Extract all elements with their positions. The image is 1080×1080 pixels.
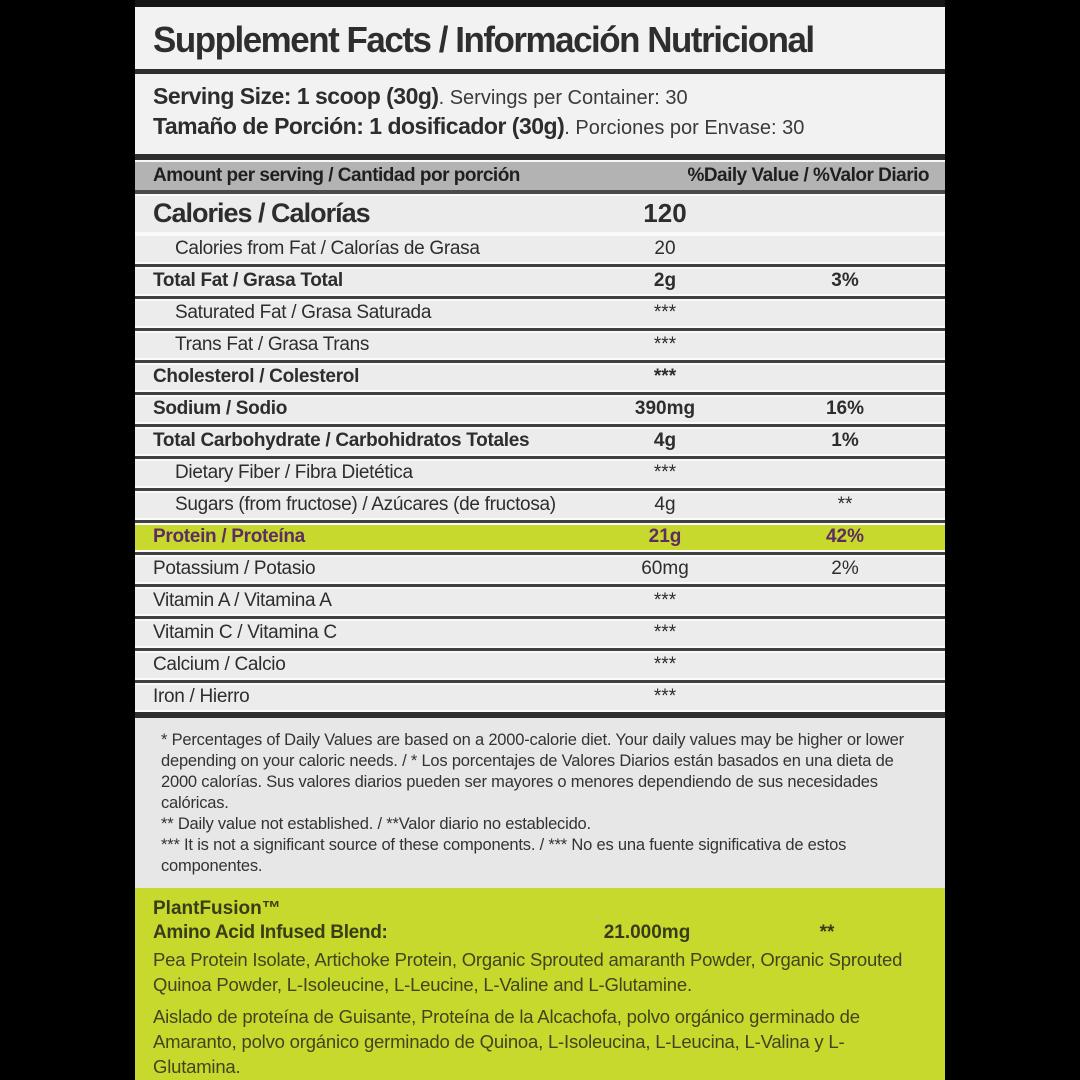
row-calories: Calories / Calorías 120	[135, 193, 945, 234]
row-dietary-fiber: Dietary Fiber / Fibra Dietética ***	[135, 458, 945, 488]
top-border	[135, 0, 945, 7]
nutrient-label: Sodium / Sodio	[153, 398, 288, 420]
nutrient-dv: 2%	[831, 558, 859, 580]
nutrient-amount: ***	[653, 654, 677, 676]
row-sodium: Sodium / Sodio 390mg 16%	[135, 394, 945, 424]
section-divider	[135, 711, 945, 718]
blend-ingredients-en: Pea Protein Isolate, Artichoke Protein, …	[153, 948, 903, 995]
nutrient-table: Calories / Calorías 120 Calories from Fa…	[135, 193, 945, 718]
nutrient-amount: 2g	[653, 270, 677, 292]
row-total-fat: Total Fat / Grasa Total 2g 3%	[135, 266, 945, 296]
title-section: Supplement Facts / Información Nutricion…	[135, 7, 945, 74]
nutrient-label: Iron / Hierro	[153, 686, 250, 708]
blend-ingredients-es: Aislado de proteína de Guisante, Proteín…	[153, 1006, 860, 1078]
nutrient-amount: ***	[653, 590, 677, 612]
blend-dv: **	[819, 921, 835, 943]
nutrient-label: Saturated Fat / Grasa Saturada	[175, 302, 432, 324]
brand-name: PlantFusion™	[153, 897, 281, 919]
nutrient-label: Vitamin C / Vitamina C	[153, 622, 337, 644]
header-amount-per-serving: Amount per serving / Cantidad por porció…	[153, 164, 520, 186]
nutrient-amount: ***	[653, 462, 677, 484]
row-divider	[135, 679, 945, 683]
serving-size-line-en: Serving Size: 1 scoop (30g). Servings pe…	[153, 82, 927, 112]
row-protein: Protein / Proteína 21g 42%	[135, 522, 945, 552]
row-divider	[135, 487, 945, 491]
nutrient-dv: 42%	[825, 526, 865, 548]
row-divider	[135, 647, 945, 651]
nutrient-amount: 20	[654, 237, 676, 259]
serving-size-line-es: Tamaño de Porción: 1 dosificador (30g). …	[153, 112, 927, 142]
nutrient-label: Calories / Calorías	[153, 198, 371, 229]
row-divider	[135, 615, 945, 619]
row-divider	[135, 359, 945, 363]
footnote-daily-values: * Percentages of Daily Values are based …	[161, 730, 904, 813]
row-potassium: Potassium / Potasio 60mg 2%	[135, 554, 945, 584]
nutrient-amount: ***	[653, 334, 677, 356]
nutrient-amount: ***	[653, 622, 677, 644]
nutrient-amount: 390mg	[634, 398, 696, 420]
footnote-not-established: ** Daily value not established. / **Valo…	[161, 815, 591, 834]
serving-section: Serving Size: 1 scoop (30g). Servings pe…	[135, 74, 945, 160]
row-total-carbohydrate: Total Carbohydrate / Carbohidratos Total…	[135, 426, 945, 456]
row-cholesterol: Cholesterol / Colesterol ***	[135, 362, 945, 392]
nutrient-dv: 16%	[825, 398, 865, 420]
serving-size-es: Tamaño de Porción: 1 dosificador (30g)	[153, 112, 565, 139]
row-divider	[135, 519, 945, 523]
nutrient-label: Dietary Fiber / Fibra Dietética	[175, 462, 413, 484]
row-sugars: Sugars (from fructose) / Azúcares (de fr…	[135, 490, 945, 520]
footnote-not-significant: *** It is not a significant source of th…	[161, 836, 847, 876]
blend-name: Amino Acid Infused Blend:	[153, 921, 388, 943]
nutrient-amount: 120	[643, 198, 687, 229]
row-divider	[135, 551, 945, 555]
nutrient-dv: 1%	[831, 430, 859, 452]
nutrient-label: Cholesterol / Colesterol	[153, 366, 360, 388]
nutrient-amount: 4g	[654, 494, 676, 516]
nutrient-label: Sugars (from fructose) / Azúcares (de fr…	[175, 494, 556, 516]
row-divider	[135, 391, 945, 395]
row-divider	[135, 455, 945, 459]
row-divider	[135, 263, 945, 267]
blend-amount: 21.000mg	[603, 921, 691, 943]
header-daily-value: %Daily Value / %Valor Diario	[687, 164, 929, 186]
nutrient-label: Calcium / Calcio	[153, 654, 286, 676]
row-calories-from-fat: Calories from Fat / Calorías de Grasa 20	[135, 233, 945, 264]
row-vitamin-a: Vitamin A / Vitamina A ***	[135, 586, 945, 616]
supplement-label: Supplement Facts / Información Nutricion…	[135, 0, 945, 1080]
nutrient-amount: ***	[653, 686, 677, 708]
amino-acid-blend-section: PlantFusion™ Amino Acid Infused Blend: 2…	[135, 887, 945, 1080]
page-title: Supplement Facts / Información Nutricion…	[153, 19, 815, 60]
row-vitamin-c: Vitamin C / Vitamina C ***	[135, 618, 945, 648]
nutrient-label: Trans Fat / Grasa Trans	[175, 334, 370, 356]
nutrient-amount: 4g	[653, 430, 677, 452]
nutrient-dv: 3%	[831, 270, 859, 292]
serving-size-en: Serving Size: 1 scoop (30g)	[153, 83, 439, 109]
row-calcium: Calcium / Calcio ***	[135, 650, 945, 680]
row-saturated-fat: Saturated Fat / Grasa Saturada ***	[135, 298, 945, 328]
servings-per-container-en: . Servings per Container: 30	[438, 87, 688, 109]
nutrient-amount: 60mg	[641, 558, 689, 580]
row-trans-fat: Trans Fat / Grasa Trans ***	[135, 330, 945, 360]
nutrient-label: Vitamin A / Vitamina A	[153, 590, 332, 612]
nutrient-label: Total Carbohydrate / Carbohidratos Total…	[153, 430, 530, 452]
nutrient-label: Total Fat / Grasa Total	[153, 270, 343, 292]
nutrient-amount: 21g	[648, 526, 682, 548]
row-divider	[135, 423, 945, 427]
footnotes-section: * Percentages of Daily Values are based …	[135, 717, 945, 888]
row-divider	[135, 327, 945, 331]
blend-header-row: Amino Acid Infused Blend: 21.000mg **	[153, 922, 927, 944]
row-divider	[135, 295, 945, 299]
nutrient-amount: ***	[653, 302, 677, 324]
nutrient-label: Protein / Proteína	[153, 526, 305, 548]
nutrient-label: Potassium / Potasio	[153, 558, 316, 580]
table-header: Amount per serving / Cantidad por porció…	[135, 161, 945, 194]
nutrient-amount: ***	[653, 366, 677, 388]
servings-per-container-es: . Porciones por Envase: 30	[564, 116, 805, 139]
row-iron: Iron / Hierro ***	[135, 682, 945, 712]
nutrient-dv: **	[837, 494, 853, 516]
nutrient-label: Calories from Fat / Calorías de Grasa	[175, 237, 480, 259]
row-divider	[135, 583, 945, 587]
